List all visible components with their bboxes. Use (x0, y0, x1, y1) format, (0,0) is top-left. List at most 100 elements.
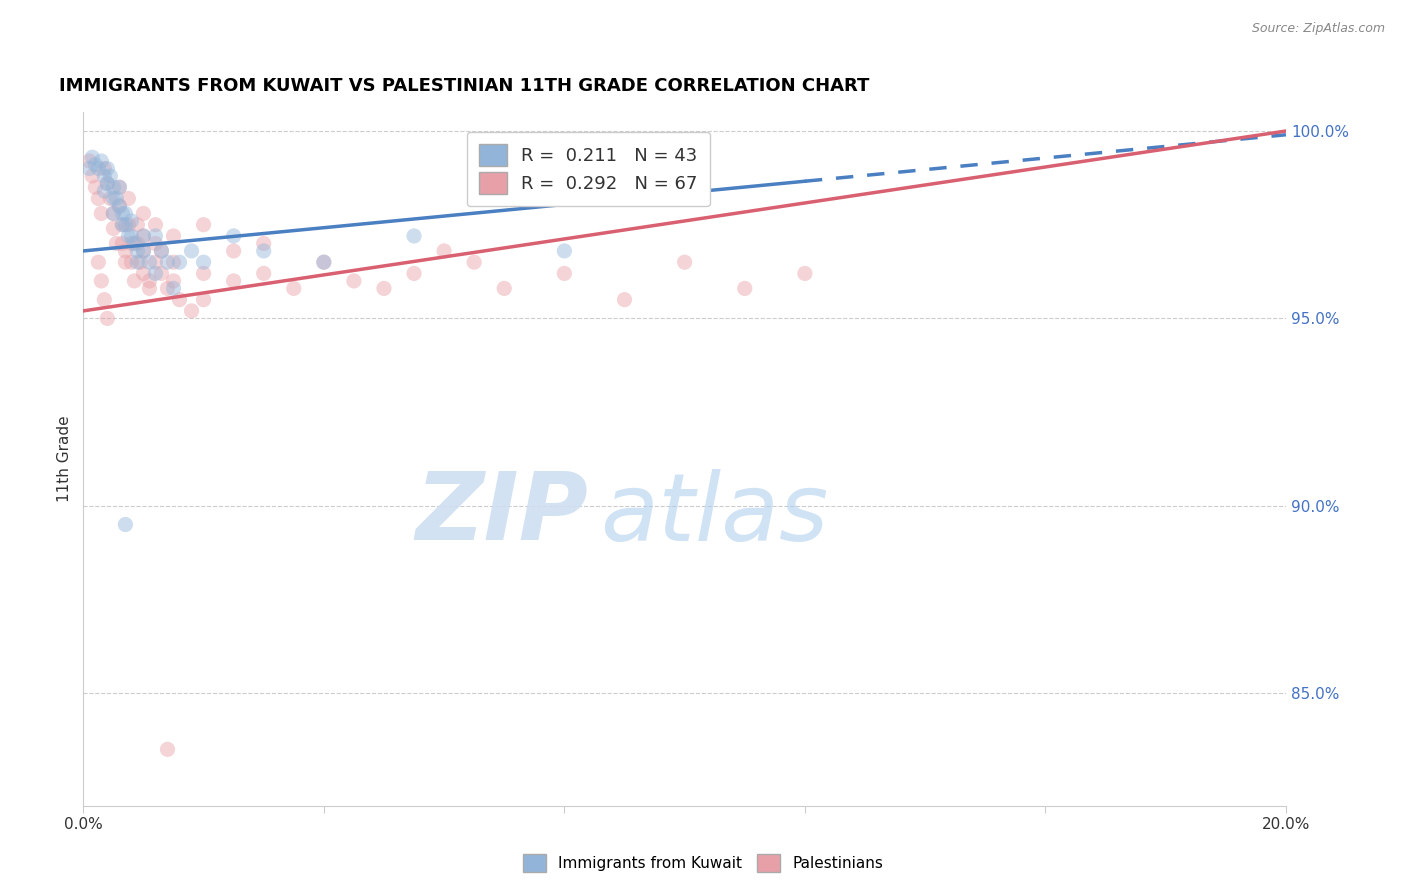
Point (169, 255, 191, 269)
Point (114, 206, 136, 220)
Point (150, 267, 173, 281)
Point (138, 255, 160, 269)
Point (108, 199, 131, 213)
Point (283, 281, 305, 295)
Point (120, 236, 142, 251)
Point (222, 229, 245, 244)
Text: Source: ZipAtlas.com: Source: ZipAtlas.com (1251, 22, 1385, 36)
Point (93, 293, 115, 307)
Legend: Immigrants from Kuwait, Palestinians: Immigrants from Kuwait, Palestinians (515, 846, 891, 880)
Point (162, 281, 184, 295)
Point (96, 161, 118, 176)
Point (553, 267, 575, 281)
Point (105, 236, 128, 251)
Point (180, 244, 202, 258)
Point (127, 255, 149, 269)
Point (111, 218, 134, 232)
Point (253, 244, 276, 258)
Point (162, 229, 184, 244)
Text: ZIP: ZIP (416, 468, 589, 560)
Point (156, 281, 179, 295)
Point (90, 206, 112, 220)
Point (79, 161, 101, 176)
Point (127, 236, 149, 251)
Point (222, 244, 245, 258)
Point (162, 255, 184, 269)
Point (127, 244, 149, 258)
Point (150, 244, 173, 258)
Point (132, 244, 155, 258)
Point (108, 180, 131, 194)
Point (103, 206, 125, 220)
Point (84, 158, 107, 172)
Point (108, 199, 131, 213)
Point (734, 281, 756, 295)
Point (613, 293, 636, 307)
Point (132, 229, 155, 244)
Text: atlas: atlas (600, 469, 828, 560)
Point (132, 229, 155, 244)
Point (138, 281, 160, 295)
Point (96, 311, 118, 326)
Point (402, 267, 425, 281)
Point (90, 274, 112, 288)
Point (312, 255, 335, 269)
Point (114, 517, 136, 532)
Point (150, 244, 173, 258)
Point (111, 206, 134, 220)
Point (463, 255, 485, 269)
Point (129, 255, 152, 269)
Point (156, 742, 179, 756)
Point (114, 255, 136, 269)
Point (138, 274, 160, 288)
Point (82, 169, 104, 183)
Point (132, 206, 155, 220)
Point (145, 218, 167, 232)
Point (253, 236, 276, 251)
Point (132, 244, 155, 258)
Y-axis label: 11th Grade: 11th Grade (58, 416, 72, 502)
Point (132, 267, 155, 281)
Point (145, 255, 167, 269)
Point (162, 274, 184, 288)
Point (553, 244, 575, 258)
Point (494, 281, 516, 295)
Point (120, 229, 142, 244)
Point (180, 304, 202, 318)
Point (111, 218, 134, 232)
Point (433, 244, 456, 258)
Point (87, 161, 110, 176)
Point (193, 255, 215, 269)
Point (124, 274, 146, 288)
Point (93, 169, 115, 183)
Point (103, 206, 125, 220)
Point (117, 192, 139, 206)
Point (373, 281, 395, 295)
Point (108, 180, 131, 194)
Point (93, 161, 115, 176)
Point (114, 218, 136, 232)
Point (79, 153, 101, 168)
Point (169, 293, 191, 307)
Point (193, 267, 215, 281)
Point (673, 255, 696, 269)
Point (145, 267, 167, 281)
Point (117, 218, 139, 232)
Point (103, 180, 125, 194)
Point (105, 192, 128, 206)
Point (114, 244, 136, 258)
Text: IMMIGRANTS FROM KUWAIT VS PALESTINIAN 11TH GRADE CORRELATION CHART: IMMIGRANTS FROM KUWAIT VS PALESTINIAN 11… (59, 78, 870, 95)
Point (402, 229, 425, 244)
Point (87, 192, 110, 206)
Point (84, 180, 107, 194)
Point (82, 150, 104, 164)
Point (312, 255, 335, 269)
Point (98, 169, 121, 183)
Point (222, 274, 245, 288)
Point (98, 192, 121, 206)
Point (145, 236, 167, 251)
Point (120, 214, 142, 228)
Point (124, 236, 146, 251)
Point (120, 255, 142, 269)
Point (253, 267, 276, 281)
